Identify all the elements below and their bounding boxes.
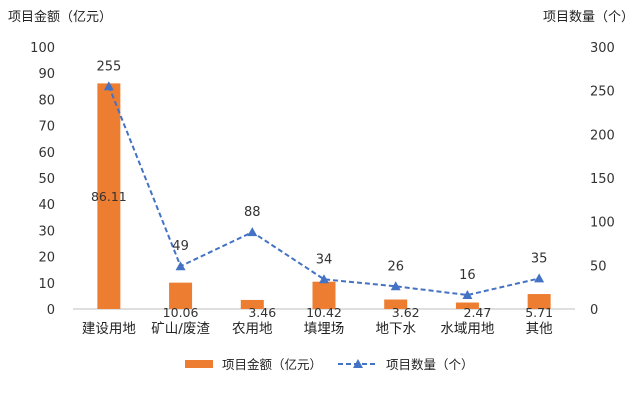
bar-value-label: 86.11 (91, 189, 127, 204)
right-tick-label: 50 (590, 259, 607, 274)
left-axis-title: 项目金额（亿元） (8, 9, 112, 25)
bar-value-label: 2.47 (464, 305, 492, 320)
legend-bar-label: 项目金额（亿元） (222, 357, 322, 372)
legend: 项目金额（亿元） 项目数量（个） (185, 357, 474, 372)
left-tick-label: 50 (38, 172, 55, 187)
line-value-label: 88 (244, 205, 261, 220)
right-axis-ticks: 0 50 100 150 200 250 300 (590, 41, 615, 318)
line-value-label: 49 (172, 239, 189, 254)
right-tick-label: 150 (590, 172, 615, 187)
x-tick-label: 填埋场 (304, 321, 345, 337)
left-tick-label: 10 (38, 277, 55, 292)
line-value-label: 26 (387, 259, 404, 274)
x-tick-label: 地下水 (375, 321, 416, 337)
bar (312, 281, 336, 309)
right-tick-label: 100 (590, 216, 615, 231)
x-tick-label: 其他 (526, 321, 553, 337)
bar-value-label: 5.71 (525, 305, 553, 320)
legend-line-label: 项目数量（个） (386, 357, 474, 372)
line-value-label: 255 (96, 59, 121, 74)
line-point-marker (319, 274, 329, 284)
x-tick-label: 矿山/废渣 (151, 321, 210, 337)
right-axis-title: 项目数量（个） (543, 10, 634, 25)
line-value-label: 35 (531, 251, 548, 266)
x-tick-label: 农用地 (232, 321, 273, 337)
right-tick-label: 300 (590, 41, 615, 56)
left-tick-label: 0 (47, 303, 55, 318)
legend-triangle-marker (353, 359, 363, 368)
right-tick-label: 200 (590, 128, 615, 143)
bar-value-label: 3.62 (392, 305, 420, 320)
x-axis-categories: 建设用地 矿山/废渣 农用地 填埋场 地下水 水域用地 其他 (82, 321, 553, 337)
line-value-label: 34 (316, 252, 333, 267)
left-tick-label: 100 (30, 41, 55, 56)
line-value-label: 16 (459, 268, 476, 283)
bar (527, 294, 551, 309)
line-point-marker (534, 273, 545, 283)
line-point-marker (462, 290, 473, 300)
left-tick-label: 60 (38, 146, 55, 161)
line-point-marker (390, 281, 401, 291)
line-point-marker (175, 261, 186, 271)
left-tick-label: 80 (38, 93, 55, 108)
left-tick-label: 20 (38, 251, 55, 266)
left-tick-label: 90 (38, 67, 55, 82)
bar-value-label: 3.46 (248, 305, 276, 320)
legend-bar-swatch (185, 360, 213, 368)
line-point-marker (103, 81, 114, 91)
right-tick-label: 0 (590, 303, 598, 318)
bar (240, 299, 264, 309)
left-tick-label: 30 (38, 224, 55, 239)
bar-value-label: 10.42 (306, 305, 342, 320)
right-tick-label: 250 (590, 85, 615, 100)
bar (169, 282, 193, 309)
bar-series: 86.11 10.06 3.46 10.42 3.62 2.47 5.71 (91, 83, 553, 320)
line-point-marker (247, 227, 258, 237)
bar-value-label: 10.06 (163, 305, 199, 320)
x-tick-label: 建设用地 (82, 321, 136, 337)
bar (97, 83, 121, 309)
left-axis-ticks: 0 10 20 30 40 50 60 70 80 90 100 (30, 41, 55, 318)
x-tick-label: 水域用地 (440, 321, 494, 337)
left-tick-label: 40 (38, 198, 55, 213)
line-series: 255 49 88 34 26 16 35 (96, 59, 548, 300)
bar (384, 299, 408, 309)
left-tick-label: 70 (38, 120, 55, 135)
bar (455, 302, 479, 309)
